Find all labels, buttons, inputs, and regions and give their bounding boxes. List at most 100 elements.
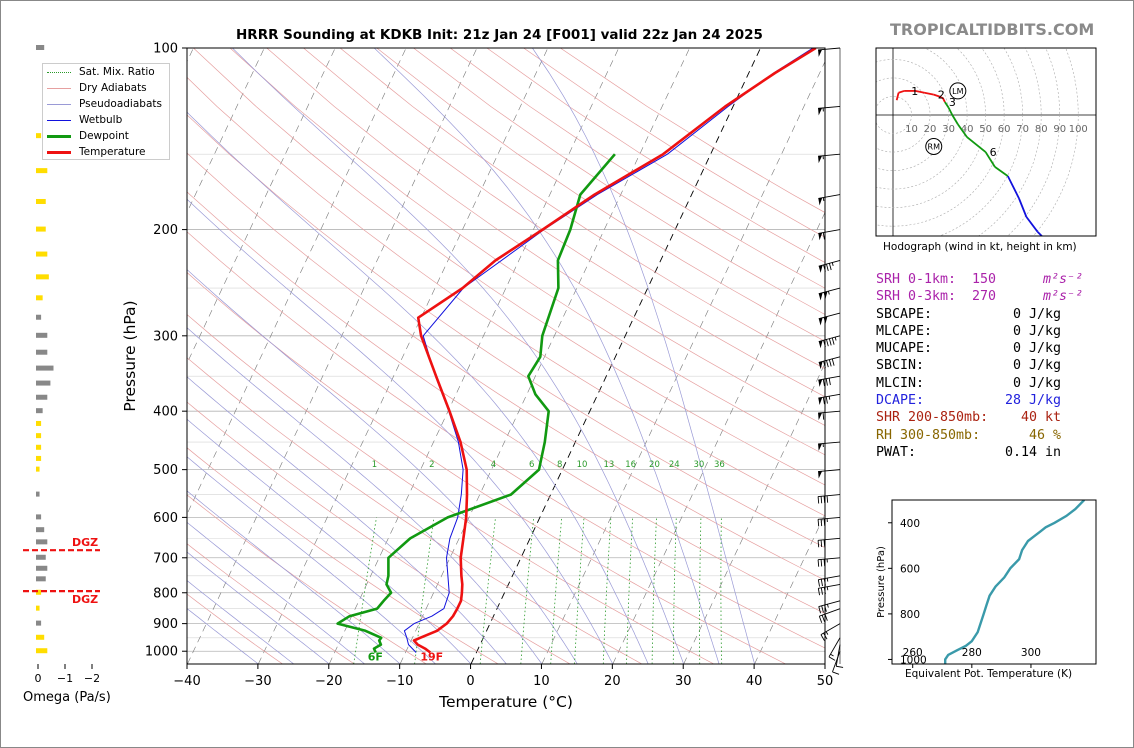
legend-label: Dewpoint bbox=[79, 130, 129, 142]
omega-bar bbox=[36, 605, 40, 611]
legend-item: Sat. Mix. Ratio bbox=[47, 64, 169, 80]
wind-barb bbox=[818, 260, 841, 273]
wind-barb-half bbox=[830, 653, 834, 657]
wind-barb-flag bbox=[818, 232, 823, 241]
wind-barb-full bbox=[823, 264, 826, 272]
omega-bar bbox=[36, 576, 46, 582]
wind-barb-half bbox=[831, 262, 834, 267]
stat-value: 150 bbox=[971, 272, 996, 287]
legend-item: Wetbulb bbox=[47, 112, 169, 128]
mixing-ratio-label: 36 bbox=[714, 460, 725, 470]
stat-value: 0.14 in bbox=[1004, 444, 1061, 460]
storm-motion-label: LM bbox=[952, 87, 963, 96]
omega-bar bbox=[36, 349, 48, 355]
wind-barb bbox=[818, 106, 841, 116]
wind-barb-full bbox=[828, 378, 831, 386]
dry-adiabat-line bbox=[187, 231, 825, 649]
wind-barb-full bbox=[825, 396, 828, 404]
wind-barb-flag bbox=[818, 155, 823, 164]
mixing-ratio-line bbox=[479, 517, 496, 664]
omega-bar bbox=[36, 589, 42, 595]
hodo-height-label: 9 bbox=[1086, 279, 1093, 292]
hodograph-area: 10 20 30 40 50 60 70 80 90 100 1 23 6 9 LM RM bbox=[876, 48, 1096, 292]
stat-label: PWAT: bbox=[876, 444, 917, 460]
wind-barb-full bbox=[823, 632, 828, 640]
dry-adiabat-line bbox=[187, 401, 571, 664]
omega-bar bbox=[36, 365, 54, 371]
theta-e-area bbox=[944, 500, 1086, 664]
stat-value: 270 bbox=[971, 289, 996, 305]
skewt-ylabel: Pressure (hPa) bbox=[121, 300, 139, 411]
stat-value: 40 kt bbox=[1020, 410, 1061, 426]
legend-label: Wetbulb bbox=[79, 114, 123, 126]
surface-dewpoint-label: 6F bbox=[368, 651, 383, 664]
omega-bar bbox=[36, 198, 46, 204]
theta-e-x-tick-label: 300 bbox=[1021, 647, 1041, 659]
x-tick-label: −20 bbox=[315, 674, 342, 689]
stat-value: 0 J/kg bbox=[1012, 323, 1061, 339]
moist-adiabat-line bbox=[187, 269, 578, 664]
moist-adiabat-line bbox=[187, 327, 543, 664]
wind-barb-half bbox=[828, 396, 831, 400]
wind-barb-flag bbox=[823, 316, 828, 325]
wind-barb-full bbox=[826, 339, 829, 347]
hodo-height-label: 6 bbox=[990, 146, 997, 159]
omega-bar bbox=[36, 332, 48, 338]
wind-barb bbox=[828, 637, 841, 661]
omega-bar bbox=[36, 634, 45, 640]
omega-bar bbox=[36, 394, 48, 400]
wind-barb-flag bbox=[818, 292, 823, 301]
dgz-label: DGZ bbox=[72, 536, 98, 549]
moist-adiabat-line bbox=[187, 198, 614, 664]
dry-adiabat-line bbox=[193, 48, 825, 486]
wind-barb-full bbox=[817, 579, 820, 587]
omega-bar bbox=[36, 45, 45, 50]
hodo-ring-label: 80 bbox=[1035, 124, 1048, 135]
hodo-height-label: 2 bbox=[938, 89, 945, 102]
stat-label: MUCAPE: bbox=[876, 341, 933, 357]
hodograph-frame bbox=[875, 47, 1097, 237]
dry-adiabat-line bbox=[187, 314, 715, 664]
x-tick-label: 40 bbox=[746, 674, 763, 689]
wind-barb bbox=[818, 229, 841, 241]
omega-bar bbox=[36, 380, 51, 386]
wind-barb-full bbox=[820, 587, 823, 595]
omega-bar bbox=[36, 433, 42, 439]
mixing-ratio-label: 6 bbox=[529, 460, 534, 470]
wind-barb-staff bbox=[820, 623, 841, 636]
dry-adiabat-line bbox=[339, 48, 825, 370]
legend-label: Pseudoadiabats bbox=[79, 98, 162, 110]
isotherm-line bbox=[187, 48, 407, 515]
stat-label: SBCAPE: bbox=[876, 306, 933, 322]
hodo-segment bbox=[895, 92, 900, 101]
x-tick-label: −10 bbox=[386, 674, 413, 689]
legend-item: Temperature bbox=[47, 144, 169, 160]
dgz-label: DGZ bbox=[72, 593, 98, 606]
wind-barb bbox=[835, 644, 844, 668]
wind-barb-full bbox=[818, 616, 823, 623]
wind-barb-full bbox=[823, 559, 826, 567]
omega-bar bbox=[36, 226, 46, 232]
wind-barb-full bbox=[820, 539, 823, 548]
wind-barb-flag bbox=[818, 49, 823, 57]
hodo-segment bbox=[1025, 216, 1039, 233]
wind-barb bbox=[817, 494, 841, 504]
mixing-ratio-line bbox=[414, 517, 435, 664]
stat-label: SRH 0-3km: bbox=[876, 289, 957, 305]
wind-barb-full bbox=[824, 613, 828, 621]
stat-unit: m²s⁻² bbox=[1043, 272, 1084, 287]
omega-bar bbox=[36, 648, 48, 654]
hodo-segment bbox=[1007, 175, 1020, 199]
storm-motion-marker bbox=[949, 82, 967, 100]
mixing-ratio-label: 16 bbox=[625, 460, 636, 470]
isotherm-line bbox=[258, 48, 549, 664]
mixing-ratio-label: 13 bbox=[603, 460, 614, 470]
omega-x-tick-label: −2 bbox=[84, 672, 100, 685]
y-tick-label: 500 bbox=[153, 463, 178, 478]
dry-adiabat-line bbox=[187, 272, 786, 664]
wind-barb-full bbox=[823, 578, 826, 586]
hodo-segment bbox=[966, 136, 987, 153]
stat-unit: m²s⁻² bbox=[1043, 289, 1084, 305]
wind-barb-full bbox=[832, 671, 840, 675]
